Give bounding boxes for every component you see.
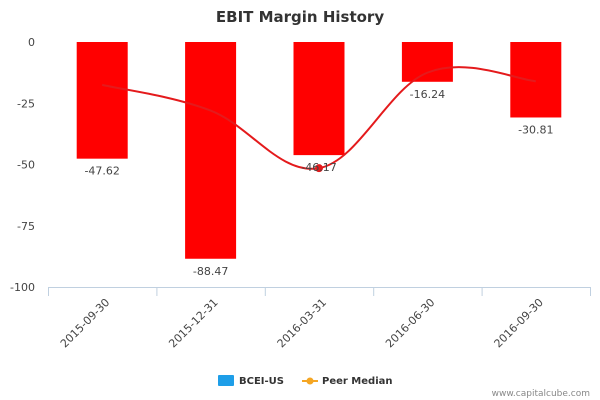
legend-label-line: Peer Median <box>322 376 393 387</box>
legend-swatch-bar <box>218 375 234 386</box>
legend: BCEI-US Peer Median <box>218 375 393 387</box>
y-tick-label: 0 <box>28 36 35 49</box>
plot-area: 0 -25 -50 -75 -100 -47.62 -88.47 -46.17 -16.24 -3… <box>10 36 591 350</box>
x-tick-label: 2016-06-30 <box>383 296 437 350</box>
legend-swatch-marker <box>306 377 314 385</box>
credit-text: www.capitalcube.com <box>492 389 590 399</box>
bar-data-label: -30.81 <box>518 123 553 136</box>
bar-data-label: -46.17 <box>301 161 336 174</box>
bar-data-label: -88.47 <box>193 265 228 278</box>
x-tick-label: 2015-09-30 <box>58 296 112 350</box>
bar-data-label: -47.62 <box>84 165 119 178</box>
bar <box>185 42 237 259</box>
x-tick-label: 2016-09-30 <box>492 296 546 350</box>
bar-data-label: -16.24 <box>410 88 445 101</box>
bar <box>293 42 345 156</box>
chart-title: EBIT Margin History <box>216 8 384 26</box>
y-tick-label: -50 <box>17 159 35 172</box>
x-tick-label: 2015-12-31 <box>166 296 220 350</box>
legend-label-bar: BCEI-US <box>239 376 284 387</box>
x-tick-label: 2016-03-31 <box>275 296 329 350</box>
bar <box>510 42 562 118</box>
y-tick-label: -100 <box>10 281 35 294</box>
y-tick-label: -75 <box>17 220 35 233</box>
bar <box>401 42 453 82</box>
bar <box>76 42 128 159</box>
y-tick-label: -25 <box>17 97 35 110</box>
peer-median-marker <box>315 164 323 173</box>
